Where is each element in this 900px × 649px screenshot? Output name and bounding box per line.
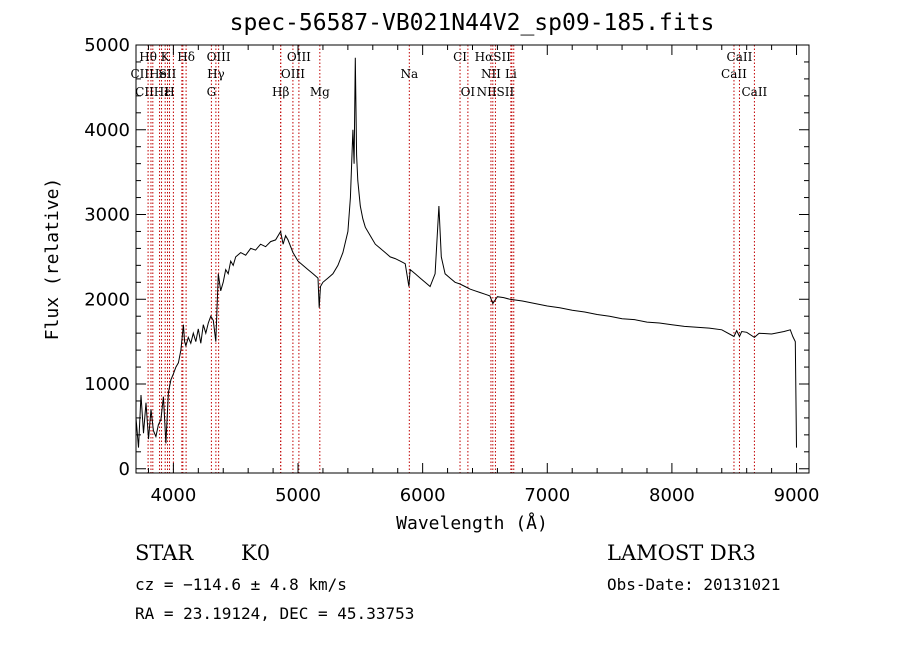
marker-label: CaII [727, 50, 753, 64]
marker-label: NII [481, 67, 501, 81]
obs-date: Obs-Date: 20131021 [607, 575, 780, 594]
coordinates: RA = 23.19124, DEC = 45.33753 [135, 604, 414, 623]
marker-label: OIII [287, 50, 311, 64]
x-tick-label: 4000 [150, 485, 196, 506]
object-subclass: K0 [241, 541, 270, 565]
chart-title: spec-56587-VB021N44V2_sp09-185.fits [230, 10, 715, 36]
marker-label: Hγ [207, 67, 225, 81]
y-axis-label: Flux (relative) [42, 178, 63, 341]
y-tick-label: 3000 [84, 205, 130, 226]
marker-label: Hδ [177, 50, 195, 64]
marker-label: G [207, 85, 217, 99]
y-tick-label: 2000 [84, 289, 130, 310]
marker-labels: Hθ CIIHε CIIHeI K SII H Hδ OIII Hγ G OIII OIII Hβ Mg N… [130, 50, 767, 99]
y-tick-label: 4000 [84, 120, 130, 141]
marker-label: Hθ [139, 50, 157, 64]
x-tick-label: 8000 [649, 485, 695, 506]
x-tick-label: 7000 [524, 485, 570, 506]
y-tick-label: 0 [119, 459, 130, 480]
x-tick-label: 6000 [400, 485, 446, 506]
y-tick-label: 5000 [84, 35, 130, 56]
marker-label: Hβ [272, 85, 289, 99]
spectrum-series [135, 57, 797, 448]
marker-label: HαSII [475, 50, 512, 64]
marker-label: CaII [741, 85, 767, 99]
x-axis-label: Wavelength (Å) [396, 512, 548, 534]
marker-label: H [164, 85, 174, 99]
marker-label: Li [505, 67, 517, 81]
marker-lines [147, 45, 755, 473]
x-axis-ticks: 4000 5000 6000 7000 8000 9000 [147, 45, 820, 506]
marker-label: Mg [310, 85, 330, 99]
redshift-readout: cz = −114.6 ± 4.8 km/s [135, 575, 347, 594]
x-tick-label: 9000 [774, 485, 820, 506]
y-tick-label: 1000 [84, 374, 130, 395]
marker-label: NIISII [477, 85, 515, 99]
marker-label: Na [400, 67, 418, 81]
marker-label: OI [461, 85, 476, 99]
x-tick-label: 5000 [275, 485, 321, 506]
marker-label: CIIHε [135, 85, 170, 99]
spectrum-line [135, 57, 797, 448]
object-class: STAR [135, 541, 194, 565]
marker-label: CI [453, 50, 467, 64]
marker-label: K [161, 50, 171, 64]
marker-label: CIIHeI [130, 67, 171, 81]
marker-label: CaII [721, 67, 747, 81]
marker-label: OIII [207, 50, 231, 64]
marker-label: OIII [281, 67, 305, 81]
marker-label: SII [159, 67, 177, 81]
plot-frame [135, 44, 810, 474]
survey-name: LAMOST DR3 [607, 541, 756, 565]
y-axis-ticks: 0 1000 2000 3000 4000 5000 [84, 35, 809, 480]
